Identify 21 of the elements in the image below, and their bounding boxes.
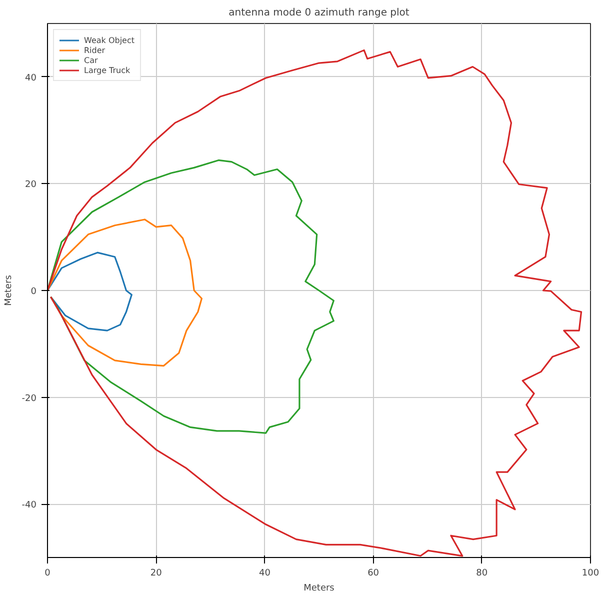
x-tick-label: 100 [582, 568, 600, 578]
y-axis-title: Meters [4, 274, 14, 306]
y-tick-label: 40 [25, 73, 37, 84]
line-series [48, 218, 203, 367]
y-tick-label: -20 [22, 394, 37, 404]
y-tick-label: 20 [25, 180, 37, 190]
x-axis-title: Meters [304, 584, 335, 594]
line-series [48, 252, 132, 332]
line-series [48, 159, 334, 434]
x-tick-label: 60 [368, 568, 380, 578]
y-tick-label: 0 [30, 287, 37, 297]
legend-label: Weak Object [84, 35, 134, 45]
x-tick-label: 80 [476, 568, 488, 578]
legend-label: Car [84, 55, 99, 65]
y-tick-label: -40 [22, 500, 37, 511]
x-tick-label: 40 [258, 568, 271, 578]
legend-label: Rider [84, 45, 106, 55]
legend-label: Large Truck [84, 65, 130, 75]
x-tick-label: 0 [44, 568, 51, 578]
x-tick-label: 20 [150, 568, 162, 578]
chart-title: antenna mode 0 azimuth range plot [228, 8, 410, 18]
